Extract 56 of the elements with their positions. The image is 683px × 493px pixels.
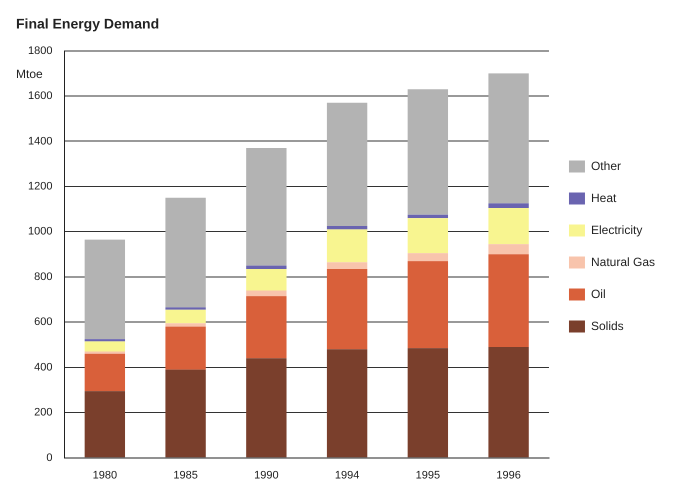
x-tick-label: 1996 <box>496 469 521 482</box>
bar <box>488 208 529 244</box>
bar <box>246 148 287 266</box>
y-tick-label: 1400 <box>28 135 52 148</box>
bar <box>408 261 448 348</box>
bar <box>84 341 126 352</box>
y-tick-label: 1000 <box>28 226 52 238</box>
bar <box>408 214 448 218</box>
bar <box>488 73 529 204</box>
bar <box>84 240 126 340</box>
bar <box>246 290 287 296</box>
bar <box>488 203 529 208</box>
bar <box>326 268 368 350</box>
bar <box>246 358 287 458</box>
bar <box>246 296 287 358</box>
legend-label: Other <box>590 158 621 173</box>
bar <box>165 310 206 324</box>
y-tick-label: 1800 <box>28 44 52 57</box>
bar <box>408 89 448 215</box>
x-tick-label: 1994 <box>334 469 360 482</box>
bar <box>165 326 206 370</box>
legend-label: Electricity <box>590 222 642 237</box>
bar <box>326 226 368 230</box>
y-tick-label: 1600 <box>28 90 52 102</box>
bar <box>488 254 529 348</box>
bar <box>84 391 126 458</box>
x-tick-label: 1995 <box>416 469 440 482</box>
bar <box>326 262 368 269</box>
bar <box>408 348 448 458</box>
bar <box>326 102 368 226</box>
x-tick-label: 1990 <box>254 469 279 482</box>
bar <box>165 370 206 458</box>
bar <box>488 244 529 254</box>
y-tick-label: 200 <box>34 406 52 419</box>
bar <box>488 347 529 458</box>
y-axis-title: Mtoe <box>16 67 44 82</box>
legend-label: Oil <box>590 286 606 301</box>
bar <box>246 268 287 290</box>
y-tick-label: 1200 <box>28 180 52 192</box>
bar <box>84 354 126 392</box>
y-tick-label: 800 <box>34 270 52 283</box>
bar <box>246 266 287 269</box>
y-tick-label: 600 <box>34 316 52 328</box>
legend-label: Natural Gas <box>590 254 656 269</box>
bar <box>408 218 448 254</box>
legend-label: Solids <box>590 318 624 333</box>
bar <box>408 253 448 262</box>
chart-title: Final Energy Demand <box>16 15 160 32</box>
y-tick-label: 400 <box>34 361 52 374</box>
y-tick-label: 0 <box>46 452 52 464</box>
legend-label: Heat <box>590 190 617 205</box>
x-tick-label: 1985 <box>173 469 198 482</box>
bar <box>326 229 368 262</box>
bar <box>326 349 368 458</box>
bar <box>165 198 206 308</box>
x-tick-label: 1980 <box>92 469 118 482</box>
